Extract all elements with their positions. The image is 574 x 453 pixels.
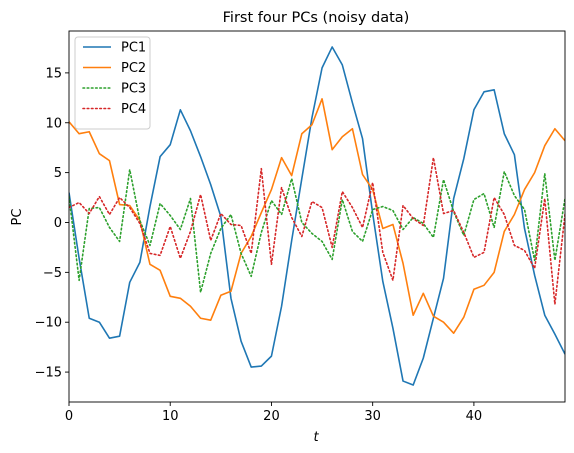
plot-frame — [68, 30, 566, 403]
x-tick-label: 40 — [466, 409, 483, 424]
series-line-pc2 — [69, 98, 565, 334]
series-line-pc1 — [69, 46, 565, 386]
legend-label-pc3: PC3 — [121, 82, 146, 97]
x-axis-label: t — [313, 430, 319, 445]
chart-title: First four PCs (noisy data) — [223, 10, 410, 26]
x-tick-label: 10 — [162, 409, 179, 424]
y-tick-label: 15 — [45, 66, 62, 81]
series-line-pc3 — [69, 168, 565, 294]
series-layer — [69, 46, 565, 386]
y-tick-label: −10 — [35, 316, 62, 331]
x-tick-label: 30 — [364, 409, 381, 424]
y-axis-label: PC — [10, 209, 25, 226]
legend-label-pc1: PC1 — [121, 41, 146, 56]
y-tick-label: 5 — [54, 166, 62, 181]
y-tick-label: −15 — [35, 366, 62, 381]
y-tick-label: −5 — [43, 266, 62, 281]
x-tick-label: 0 — [65, 409, 73, 424]
legend: PC1 PC2 PC3 PC4 — [74, 36, 151, 130]
axes-layer: 0 10 20 30 40 −15 −10 −5 0 5 10 15 — [35, 30, 566, 424]
legend-label-pc2: PC2 — [121, 61, 146, 76]
legend-box — [74, 36, 151, 130]
y-tick-label: 0 — [54, 216, 62, 231]
series-line-pc4 — [69, 156, 565, 306]
legend-label-pc4: PC4 — [121, 102, 146, 117]
y-tick-label: 10 — [45, 116, 62, 131]
x-tick-label: 20 — [263, 409, 280, 424]
